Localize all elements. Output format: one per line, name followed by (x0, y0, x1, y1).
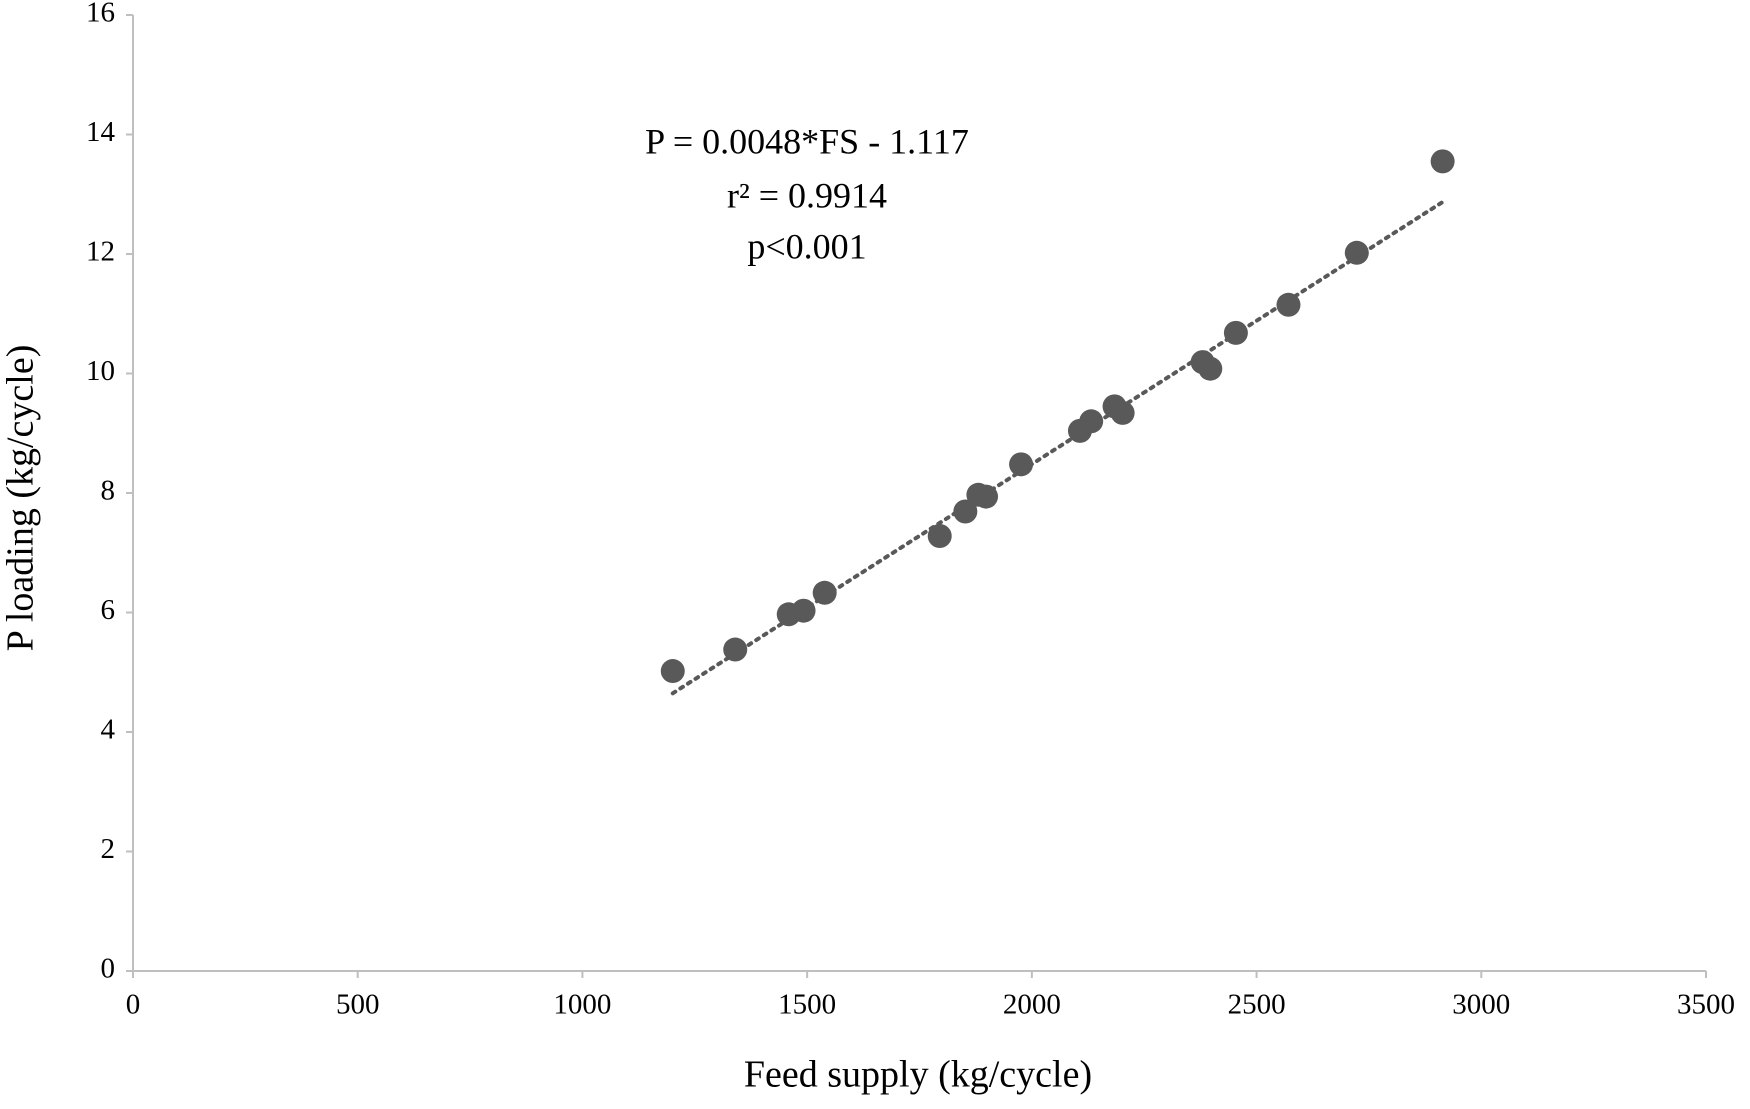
data-point (1079, 409, 1104, 434)
data-point (974, 484, 999, 509)
x-tick-label: 0 (126, 989, 141, 1021)
y-axis-title: P loading (kg/cycle) (0, 345, 42, 652)
y-tick-label: 12 (86, 236, 115, 268)
x-tick-label: 3000 (1452, 989, 1510, 1021)
x-tick-label: 500 (336, 989, 380, 1021)
data-point (1009, 452, 1034, 477)
data-point (1430, 149, 1455, 174)
data-point (812, 580, 837, 605)
x-tick-label: 2500 (1228, 989, 1286, 1021)
y-tick-label: 16 (86, 0, 115, 29)
p-value: p<0.001 (747, 226, 866, 266)
x-tick-label: 1500 (778, 989, 836, 1021)
x-tick-label: 2000 (1003, 989, 1061, 1021)
x-axis-title: Feed supply (kg/cycle) (744, 1054, 1092, 1096)
y-tick-label: 0 (101, 953, 116, 985)
equation: P = 0.0048*FS - 1.117 (645, 121, 969, 161)
data-point (660, 659, 685, 684)
data-point (953, 499, 978, 524)
data-point (1223, 320, 1248, 345)
y-tick-label: 6 (101, 594, 116, 626)
data-point (1110, 400, 1135, 425)
data-point (791, 598, 816, 623)
x-tick-label: 3500 (1677, 989, 1735, 1021)
y-tick-label: 2 (101, 833, 116, 865)
data-point (1198, 356, 1223, 381)
y-tick-label: 10 (86, 355, 115, 387)
y-tick-label: 4 (101, 714, 116, 746)
y-tick-label: 8 (101, 475, 116, 507)
r-squared: r² = 0.9914 (727, 175, 887, 215)
data-point (1344, 240, 1369, 265)
data-point (1276, 292, 1301, 317)
data-point (927, 524, 952, 549)
y-tick-label: 14 (86, 116, 116, 148)
x-tick-label: 1000 (553, 989, 611, 1021)
data-point (723, 637, 748, 662)
